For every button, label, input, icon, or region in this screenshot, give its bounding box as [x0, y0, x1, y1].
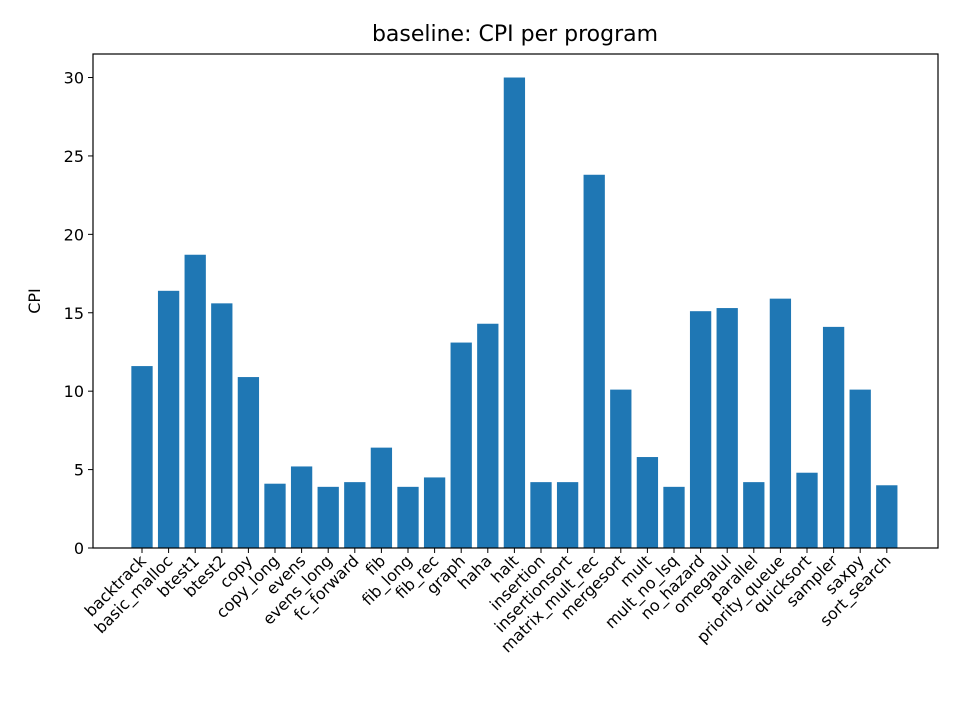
bar-evens: [290, 466, 313, 548]
bar-basic_malloc: [157, 290, 180, 548]
bar-saxpy: [849, 389, 871, 548]
y-tick-label: 5: [74, 461, 84, 480]
bar-quicksort: [796, 472, 818, 548]
bars-group: [131, 77, 898, 549]
bar-fib: [370, 447, 393, 548]
bar-parallel: [743, 482, 765, 548]
bar-omegalul: [716, 308, 738, 548]
bar-mult_no_lsq: [663, 486, 685, 548]
bar-graph: [450, 342, 472, 548]
bar-haha: [477, 323, 499, 548]
y-tick-label: 30: [64, 69, 84, 88]
bar-copy_long: [264, 483, 286, 548]
bar-sort_search: [876, 485, 898, 548]
bar-insertionsort: [556, 482, 579, 548]
bar-halt: [503, 77, 526, 549]
bar-mergesort: [610, 389, 632, 548]
x-axis-ticks: backtrackbasic_mallocbtest1btest2copycop…: [81, 548, 895, 657]
y-axis-ticks: 0 5 10 15 20 25 30: [64, 69, 93, 558]
y-tick-label: 20: [64, 225, 84, 244]
y-tick-label: 25: [64, 147, 84, 166]
bar-backtrack: [131, 366, 153, 548]
bar-evens_long: [317, 486, 339, 548]
bar-btest1: [184, 254, 206, 549]
bar-priority_queue: [769, 298, 792, 548]
y-tick-label: 15: [64, 304, 84, 323]
y-tick-label: 0: [74, 539, 84, 558]
bar-fib_rec: [423, 477, 446, 548]
y-tick-label: 10: [64, 382, 84, 401]
bar-no_hazard: [689, 311, 712, 548]
bar-mult: [636, 457, 659, 548]
bar-fc_forward: [344, 482, 366, 548]
y-axis-label: CPI: [25, 288, 44, 314]
plot-area-frame: [92, 53, 939, 549]
bar-matrix_mult_rec: [583, 174, 605, 548]
bar-fib_long: [397, 486, 419, 548]
chart-title: baseline: CPI per program: [372, 22, 658, 47]
bar-insertion: [530, 482, 552, 548]
bar-sampler: [822, 326, 845, 548]
bar-copy: [237, 377, 260, 548]
bar-btest2: [211, 303, 233, 548]
